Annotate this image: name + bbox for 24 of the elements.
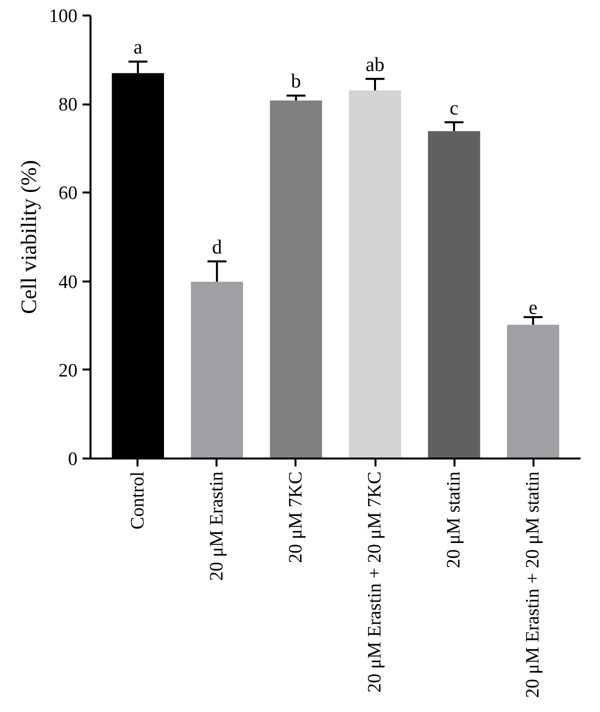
x-tick-label: 20 μM 7KC [285, 471, 306, 563]
annotation: d [212, 236, 222, 258]
y-tick-label: 20 [58, 360, 78, 382]
x-tick-label: 20 μM Erastin [206, 471, 228, 581]
annotation: b [290, 70, 301, 93]
y-tick-label: 80 [58, 94, 78, 116]
y-tick-label: 0 [68, 449, 78, 470]
bar [428, 131, 480, 458]
y-axis-title: Cell viability (%) [16, 160, 41, 314]
annotation: e [528, 297, 538, 320]
y-tick-label: 100 [49, 6, 78, 27]
y-tick-label: 60 [58, 183, 78, 204]
x-tick-label: 20 μM Erastin + 20 μM statin [522, 471, 544, 698]
x-tick-label: 20 μM Erastin + 20 μM 7KC [364, 471, 386, 693]
bar [190, 282, 244, 458]
bar [348, 90, 402, 458]
bar [507, 324, 560, 458]
annotation: c [450, 97, 459, 120]
x-tick-label: 20 μM statin [444, 471, 465, 568]
annotation: ab [366, 54, 384, 76]
y-tick-label: 40 [58, 272, 78, 293]
bar [270, 100, 322, 458]
annotation: a [133, 36, 142, 59]
x-tick-label: Control [127, 471, 148, 530]
